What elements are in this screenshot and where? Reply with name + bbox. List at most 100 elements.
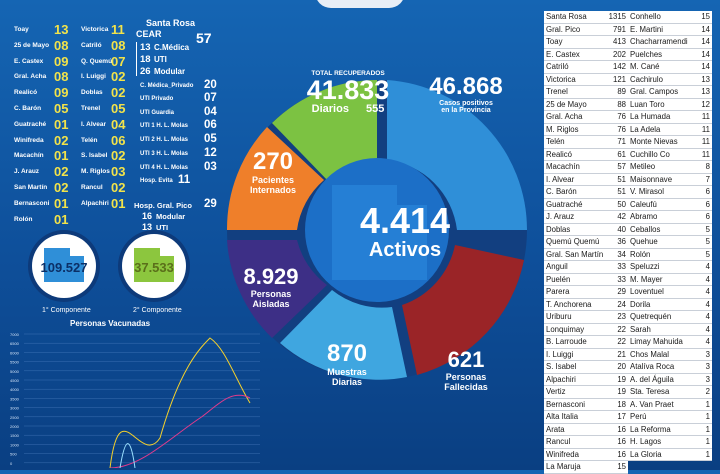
table-row: Gral. San Martín 34 — [544, 249, 628, 261]
table-cell-name: Speluzzi — [630, 262, 660, 271]
table-cell-name: A. del Águila — [630, 374, 674, 384]
table-cell-value: 13 — [701, 74, 710, 84]
locality-value: 01 — [54, 148, 69, 164]
table-cell-value: 16 — [617, 449, 626, 459]
table-cell-value: 33 — [617, 274, 626, 284]
bracket — [136, 42, 137, 76]
fallecidas-value: 621 — [447, 347, 485, 372]
table-cell-value: 13 — [701, 87, 710, 96]
table-row: Conhello 15 — [628, 11, 712, 24]
table-cell-name: La Adela — [630, 124, 661, 134]
table-cell-value: 4 — [705, 274, 710, 284]
table-row: Realicó 61 — [544, 149, 628, 161]
y-tick-label: 2500 — [10, 415, 20, 420]
table-cell-name: Sta. Teresa — [630, 387, 670, 396]
table-row: Bernasconi 18 — [544, 399, 628, 411]
table-cell-value: 5 — [705, 224, 710, 234]
y-tick-label: 1500 — [10, 433, 20, 438]
table-cell-name: La Reforma — [630, 424, 671, 434]
table-cell-name: Ceballos — [630, 224, 661, 234]
table-cell-name: Conhello — [630, 12, 661, 21]
positivos-value: 46.868 — [429, 73, 503, 100]
locality-row: Catriló 08 — [78, 38, 178, 54]
locality-row: Telén 06 — [78, 133, 178, 149]
table-cell-name: Quehue — [630, 237, 658, 246]
locality-value: 01 — [54, 195, 69, 211]
table-cell-value: 4 — [705, 324, 710, 334]
table-cell-name: Winifreda — [546, 449, 579, 459]
table-cell-name: Perú — [630, 412, 647, 421]
locality-value: 08 — [111, 37, 126, 53]
table-cell-name: E. Castex — [546, 49, 580, 59]
table-cell-name: J. Arauz — [546, 212, 575, 221]
locality-name: Catriló — [81, 41, 102, 49]
table-cell-value: 8 — [705, 162, 710, 171]
table-row: Monte Nievas 11 — [628, 136, 712, 149]
locality-row: Toay 13 — [2, 22, 102, 38]
table-row: Anguil 33 — [544, 261, 628, 274]
vaccine-chart-title: Personas Vacunadas — [70, 319, 151, 328]
locality-name: Gral. Acha — [14, 73, 47, 81]
uti-value: 04 — [204, 106, 217, 118]
locality-value: 03 — [111, 164, 126, 180]
uti-value: 03 — [204, 161, 217, 173]
table-cell-name: Quetrequén — [630, 312, 672, 321]
table-cell-value: 23 — [617, 312, 626, 321]
locality-name: San Martín — [14, 184, 48, 191]
y-tick-label: 4000 — [10, 387, 20, 392]
locality-value: 02 — [111, 180, 126, 195]
table-cell-name: I. Alvear — [546, 174, 575, 184]
table-cell-value: 19 — [617, 374, 626, 384]
table-cell-name: Abramo — [630, 212, 658, 221]
table-cell-value: 1 — [705, 412, 710, 421]
table-row: Alta Italia 17 — [544, 411, 628, 424]
table-cell-name: V. Mirasol — [630, 187, 664, 196]
locality-name: Rolón — [14, 215, 33, 223]
uti-name: UTI Guardia — [140, 110, 175, 116]
table-cell-value: 11 — [701, 124, 710, 134]
table-cell-name: Alta Italia — [546, 412, 579, 421]
table-row: Puelén 33 — [544, 274, 628, 286]
locality-name: Doblas — [81, 89, 103, 97]
table-cell-value: 17 — [617, 412, 626, 421]
table-row: Dorila 4 — [628, 299, 712, 311]
y-tick-label: 6000 — [10, 350, 20, 355]
table-row: C. Barón 51 — [544, 186, 628, 199]
table-cell-name: M. Cané — [630, 62, 660, 71]
y-tick-label: 3500 — [10, 396, 20, 401]
table-cell-value: 7 — [705, 174, 710, 184]
locality-value: 13 — [54, 22, 69, 37]
locality-row: Rancul 02 — [78, 180, 178, 196]
locality-name: Realicó — [14, 89, 38, 97]
table-row: E. Castex 202 — [544, 49, 628, 61]
locality-name: Bernasconi — [14, 199, 50, 207]
table-row: Cachirulo 13 — [628, 74, 712, 86]
table-cell-name: Toay — [546, 37, 563, 46]
table-cell-value: 76 — [617, 112, 626, 121]
uti-name: UTI 1 H. L. Molas — [140, 123, 189, 129]
table-cell-name: Lonquimay — [546, 324, 585, 334]
locality-row: Trenel 05 — [78, 101, 178, 117]
table-cell-value: 1 — [705, 399, 710, 409]
table-cell-name: Gral. San Martín — [546, 249, 604, 259]
locality-row: S. Isabel 02 — [78, 148, 178, 164]
table-cell-name: La Gloria — [630, 449, 662, 459]
table-row: Ceballos 5 — [628, 224, 712, 236]
locality-row: Victorica 11 — [78, 22, 178, 38]
uti-line: Hosp. Evita 11 — [136, 174, 228, 189]
y-tick-label: 5000 — [10, 369, 20, 374]
table-row: Perú 1 — [628, 411, 712, 424]
table-cell-value: 1 — [705, 424, 710, 434]
table-cell-name: Macachín — [546, 162, 580, 171]
table-cell-value: 1315 — [608, 12, 626, 21]
locality-row: I. Alvear 04 — [78, 117, 178, 133]
table-cell-value: 3 — [705, 374, 710, 384]
santa-rosa-title: Santa Rosa — [146, 18, 196, 28]
table-row: Caleufú 6 — [628, 199, 712, 211]
table-row: Sarah 4 — [628, 324, 712, 336]
table-row: La Gloria 1 — [628, 449, 712, 461]
table-row: M. Cané 14 — [628, 61, 712, 74]
table-cell-name: Loventuel — [630, 287, 664, 296]
table-cell-value: 57 — [617, 162, 626, 171]
table-cell-name: E. Martini — [630, 24, 663, 34]
